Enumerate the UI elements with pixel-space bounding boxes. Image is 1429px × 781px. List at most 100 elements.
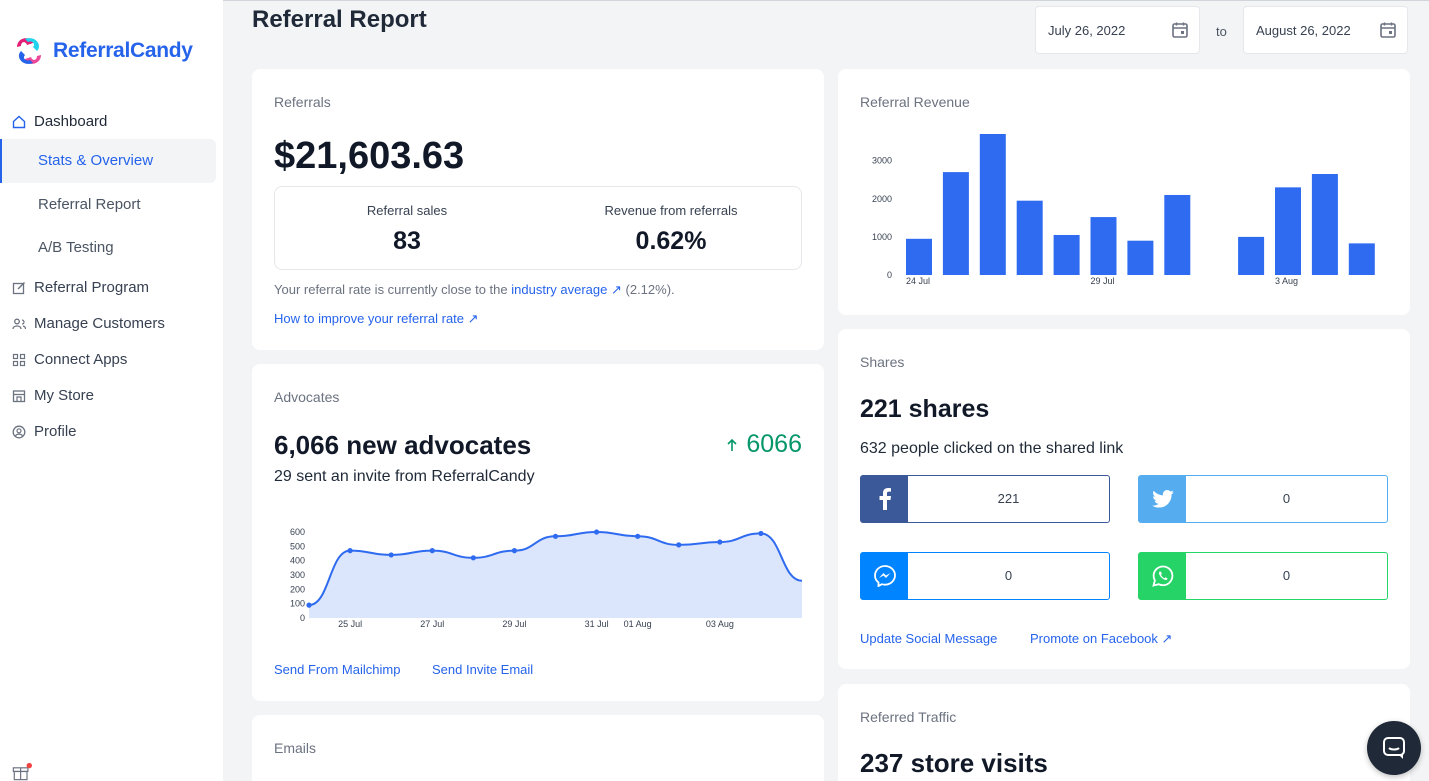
app-logo[interactable]: ReferralCandy <box>11 33 193 69</box>
trend-value: 6066 <box>746 430 802 458</box>
x-tick-label: 31 Jul <box>585 619 609 629</box>
date-to-picker[interactable]: August 26, 2022 <box>1243 6 1408 54</box>
revenue-bar <box>1016 200 1043 275</box>
x-tick-label: 29 Jul <box>1091 276 1115 286</box>
chat-launcher-button[interactable] <box>1367 721 1421 775</box>
calendar-icon <box>1172 22 1188 38</box>
stat-value: 83 <box>393 227 421 255</box>
update-social-message-link[interactable]: Update Social Message <box>860 631 998 646</box>
card-title: Advocates <box>274 389 340 405</box>
users-icon <box>12 318 26 329</box>
advocates-point <box>758 530 764 537</box>
y-tick-label: 2000 <box>872 194 892 204</box>
sidebar-item-manage-customers[interactable]: Manage Customers <box>12 315 165 332</box>
revenue-bar <box>1238 236 1265 275</box>
store-icon <box>12 389 26 402</box>
date-from-value: July 26, 2022 <box>1048 22 1126 38</box>
y-tick-label: 200 <box>290 584 305 594</box>
x-tick-label: 29 Jul <box>502 619 526 629</box>
chat-icon <box>1383 737 1405 759</box>
sidebar-item-dashboard[interactable]: Dashboard <box>12 113 107 130</box>
advocates-point <box>552 533 559 539</box>
x-tick-label: 27 Jul <box>420 619 444 629</box>
shares-headline: 221 shares <box>860 395 990 423</box>
referrals-card: Referrals $21,603.63 Referral sales 83 R… <box>252 69 824 350</box>
y-tick-label: 400 <box>290 556 305 566</box>
twitter-share-button[interactable]: 0 <box>1138 475 1388 523</box>
date-to-value: August 26, 2022 <box>1256 22 1351 38</box>
messenger-icon <box>861 553 908 599</box>
sidebar-item-ab-testing[interactable]: A/B Testing <box>38 239 114 256</box>
industry-average-link[interactable]: industry average ↗ <box>511 282 622 297</box>
sidebar-item-label: Profile <box>34 423 77 440</box>
revenue-bar <box>1275 187 1301 275</box>
revenue-bar <box>1090 217 1117 275</box>
top-border <box>0 0 1429 1</box>
referral-sales-stat: Referral sales 83 <box>275 187 539 271</box>
referral-revenue-card: Referral Revenue 0 1000 2000 3000 24 Jul 29 J… <box>838 69 1410 315</box>
revenue-from-referrals-stat: Revenue from referrals 0.62% <box>539 187 803 271</box>
share-count: 0 <box>1004 568 1013 583</box>
advocates-area-chart: 0 100 200 300 400 500 600 25 Jul 27 Jul 29 Jul 31 … <box>290 527 803 629</box>
sidebar-item-stats-overview[interactable]: Stats & Overview <box>0 139 216 183</box>
x-tick-label: 24 Jul <box>906 276 930 286</box>
shares-card: Shares 221 shares 632 people clicked on … <box>838 329 1410 669</box>
sidebar-item-label: Manage Customers <box>34 315 165 332</box>
promote-on-facebook-link[interactable]: Promote on Facebook ↗ <box>1030 631 1173 646</box>
advocates-point <box>511 548 518 554</box>
sidebar-item-label: Dashboard <box>34 113 108 130</box>
revenue-bar <box>1348 243 1375 275</box>
sidebar-item-label: Stats & Overview <box>38 152 154 169</box>
advocates-point <box>676 542 682 548</box>
advocates-card: Advocates 6,066 new advocates 6066 29 se… <box>252 364 824 701</box>
revenue-bar <box>979 134 1006 275</box>
revenue-bar <box>1164 194 1191 275</box>
y-tick-label: 300 <box>290 570 305 580</box>
revenue-bar <box>1053 234 1080 275</box>
sidebar: ReferralCandy Dashboard Stats & Overview… <box>0 0 223 781</box>
card-title: Shares <box>860 354 905 370</box>
advocates-subline: 29 sent an invite from ReferralCandy <box>274 468 535 485</box>
twitter-icon <box>1139 476 1186 522</box>
revenue-bar <box>1311 174 1338 275</box>
messenger-share-button[interactable]: 0 <box>860 552 1110 600</box>
y-tick-label: 600 <box>290 527 305 537</box>
calendar-icon <box>1380 22 1396 38</box>
arrow-up-icon <box>727 438 737 451</box>
referral-revenue-bar-chart: 0 1000 2000 3000 24 Jul 29 Jul 3 Aug <box>872 134 1375 286</box>
send-invite-email-link[interactable]: Send Invite Email <box>432 662 534 677</box>
sidebar-item-referral-report[interactable]: Referral Report <box>38 196 141 213</box>
facebook-share-button[interactable]: 221 <box>860 475 1110 523</box>
send-from-mailchimp-link[interactable]: Send From Mailchimp <box>274 662 401 677</box>
x-tick-label: 03 Aug <box>706 619 734 629</box>
x-tick-label: 01 Aug <box>624 619 652 629</box>
sidebar-item-referral-program[interactable]: Referral Program <box>12 279 149 296</box>
sidebar-item-profile[interactable]: Profile <box>12 423 77 440</box>
revenue-bar <box>906 238 932 275</box>
x-tick-label: 3 Aug <box>1275 276 1298 286</box>
shares-subline: 632 people clicked on the shared link <box>860 440 1124 457</box>
advocates-point <box>593 529 600 535</box>
revenue-bar <box>1127 240 1154 275</box>
stat-value: 0.62% <box>635 227 707 255</box>
advocates-point <box>717 539 723 545</box>
advocates-point <box>635 533 641 539</box>
referral-rate-note: Your referral rate is currently close to… <box>274 282 675 298</box>
revenue-bar <box>942 172 969 275</box>
referred-traffic-card: Referred Traffic 237 store visits <box>838 684 1410 781</box>
share-count: 0 <box>1282 491 1291 506</box>
y-tick-label: 500 <box>290 541 305 551</box>
referrals-amount: $21,603.63 <box>274 135 465 177</box>
share-count: 0 <box>1282 568 1291 583</box>
improve-referral-rate-link[interactable]: How to improve your referral rate ↗ <box>274 311 479 326</box>
date-from-picker[interactable]: July 26, 2022 <box>1035 6 1200 54</box>
sidebar-item-connect-apps[interactable]: Connect Apps <box>12 351 127 368</box>
gift-icon[interactable] <box>12 761 32 781</box>
apps-grid-icon <box>12 353 26 366</box>
home-icon <box>12 115 26 128</box>
advocates-area-fill <box>309 532 802 618</box>
date-range-separator: to <box>1216 24 1227 39</box>
whatsapp-share-button[interactable]: 0 <box>1138 552 1388 600</box>
card-title: Emails <box>274 740 317 756</box>
sidebar-item-my-store[interactable]: My Store <box>12 387 94 404</box>
